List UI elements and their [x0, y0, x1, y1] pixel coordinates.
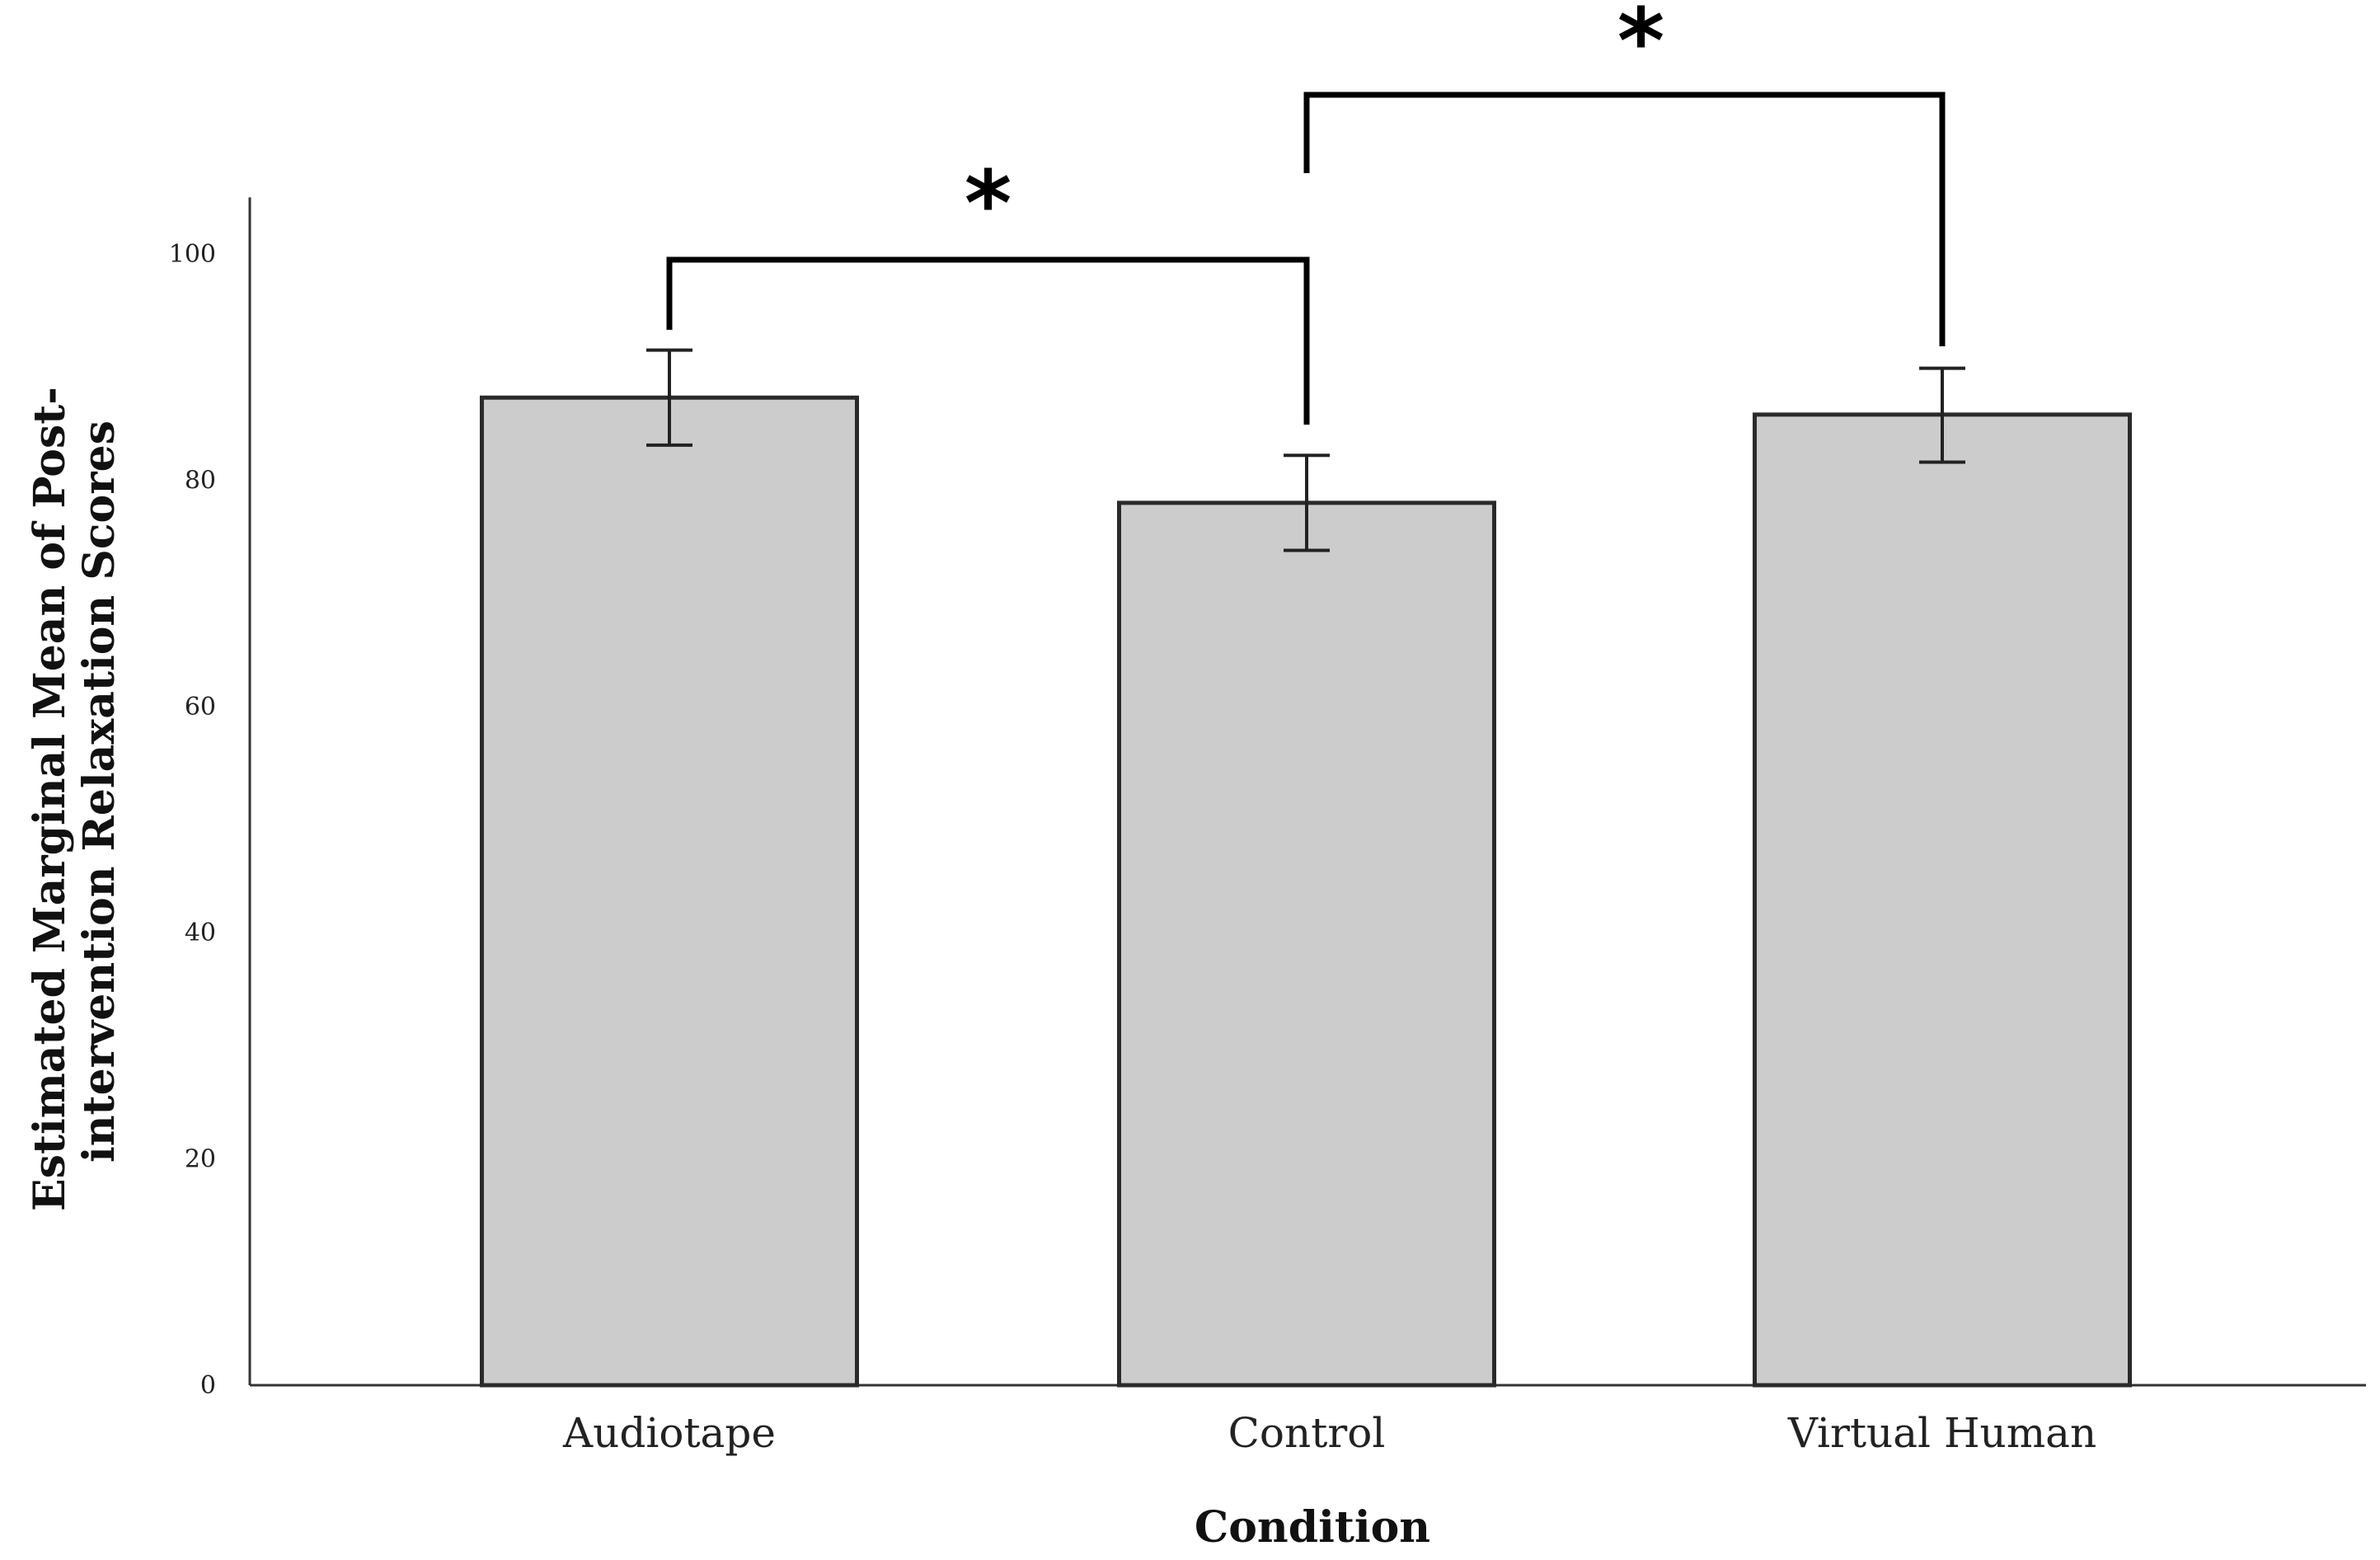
y-tick-label: 20 [185, 1145, 216, 1174]
error-bar [1284, 453, 1330, 552]
bar-virtual-human [1753, 412, 2132, 1388]
error-bar [646, 348, 692, 447]
bar-audiotape [480, 395, 859, 1388]
x-category-label: Virtual Human [1787, 1409, 2096, 1457]
x-axis-title: Condition [1195, 1502, 1430, 1553]
y-tick-labels: 0 20 40 60 80 100 [169, 240, 216, 1400]
y-axis-title-line-1: Estimated Marginal Mean of Post- [25, 387, 75, 1211]
error-bar [1919, 366, 1965, 464]
y-tick-label: 100 [169, 240, 216, 269]
y-axis-title: Estimated Marginal Mean of Post- interve… [25, 372, 124, 1211]
x-category-label: Audiotape [562, 1409, 776, 1457]
significance-bracket [1303, 92, 1946, 346]
y-tick-label: 40 [185, 919, 216, 947]
y-tick-label: 80 [185, 466, 216, 495]
significance-marker: * [1617, 0, 1665, 94]
error-bars [646, 348, 1965, 552]
x-category-labels: Audiotape Control Virtual Human [562, 1409, 2096, 1457]
y-tick-label: 0 [200, 1371, 216, 1400]
bars [480, 395, 2132, 1388]
significance-bracket [666, 256, 1310, 425]
x-category-label: Control [1228, 1409, 1386, 1457]
y-tick-label: 60 [185, 693, 216, 721]
significance-brackets: ** [666, 0, 1946, 425]
significance-marker: * [965, 151, 1012, 256]
bar-control [1117, 500, 1496, 1388]
y-axis-title-line-2: intervention Relaxation Scores [74, 421, 124, 1163]
